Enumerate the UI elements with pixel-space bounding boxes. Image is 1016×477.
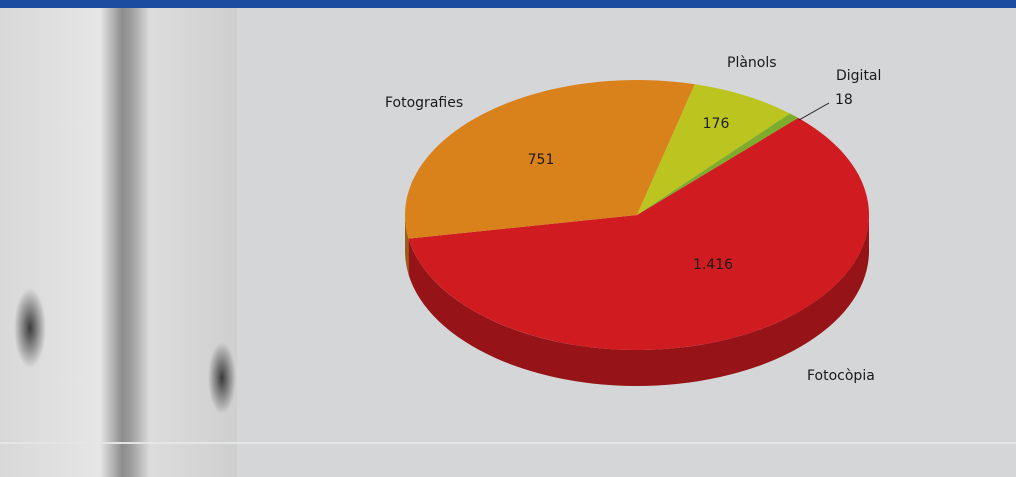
slice [637,113,799,215]
value-label: 751 [528,152,555,168]
category-label: Plànols [727,55,777,71]
value-label: 176 [703,116,730,132]
value-label: 1.416 [693,257,733,273]
slice-side [408,215,869,386]
side-photo [0,8,237,477]
slice [637,84,790,216]
chart: Fotocòpia 1.416 Fotografies 751 Plànols 176 Di… [385,55,881,386]
divider [0,442,1016,444]
slice [408,117,870,351]
category-label: Fotografies [385,95,463,111]
value-label: 18 [835,92,853,108]
slice-side [405,215,409,275]
leader-line [798,102,830,121]
header-bar [0,0,1016,8]
slice [405,79,695,239]
category-label: Digital [836,68,881,84]
category-label: Fotocòpia [807,368,875,384]
